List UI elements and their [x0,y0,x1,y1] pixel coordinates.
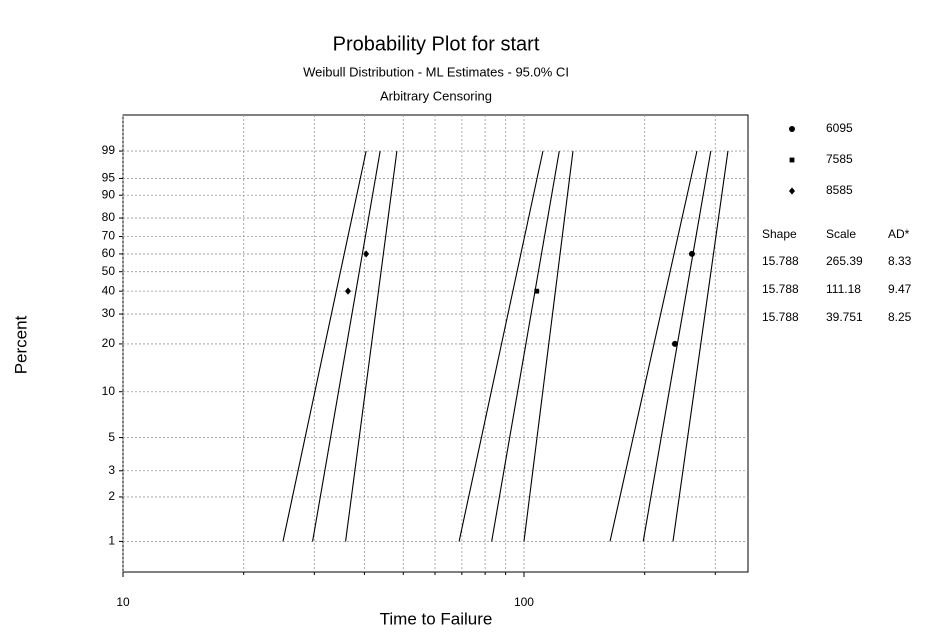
stats-header: Shape [762,227,797,241]
chart-title: Probability Plot for start [333,33,540,55]
stats-cell: 8.33 [888,254,912,268]
stats-cell: 39.751 [826,310,863,324]
y-tick-label: 2 [108,489,115,503]
y-tick-label: 95 [102,171,116,185]
y-tick-label: 80 [102,210,116,224]
stats-cell: 9.47 [888,282,912,296]
y-tick-label: 90 [102,187,116,201]
point [671,340,678,347]
x-tick-label: 10 [116,595,130,609]
ci-line [672,150,729,542]
y-tick-label: 70 [102,229,116,243]
y-tick-label: 50 [102,264,116,278]
stats-header: Scale [826,227,856,241]
x-axis-label: Time to Failure [380,609,493,628]
ci-line [458,150,544,542]
y-tick-label: 3 [108,463,115,477]
chart-subtitle: Arbitrary Censoring [380,88,492,103]
y-tick-label: 5 [108,430,115,444]
point [344,287,351,295]
ci-line [282,150,367,542]
stats-cell: 111.18 [826,282,861,296]
stats-header: AD* [888,227,910,241]
y-tick-label: 20 [102,336,116,350]
ci-line [345,150,398,542]
stats-cell: 265.39 [826,254,863,268]
x-tick-label: 100 [514,595,534,609]
y-tick-label: 40 [102,283,116,297]
fit-line [642,150,712,542]
stats-cell: 15.788 [762,282,799,296]
legend-label: 6095 [826,121,853,135]
point [363,250,370,258]
fit-line [312,150,381,542]
point [534,288,540,294]
y-tick-label: 60 [102,246,116,260]
ci-line [609,150,698,542]
legend-marker [789,126,795,132]
y-axis-label: Percent [11,315,30,374]
stats-cell: 15.788 [762,310,799,324]
stats-cell: 8.25 [888,310,912,324]
legend-label: 7585 [826,152,853,166]
y-tick-label: 10 [102,384,116,398]
point [688,250,695,257]
legend-marker [789,157,795,163]
stats-cell: 15.788 [762,254,799,268]
legend-label: 8585 [826,183,853,197]
y-tick-label: 99 [102,143,116,157]
y-tick-label: 1 [108,534,115,548]
y-tick-label: 30 [102,306,116,320]
fit-line [491,150,560,542]
legend-marker [789,187,795,195]
chart-subtitle: Weibull Distribution - ML Estimates - 95… [303,64,569,79]
ci-line [523,150,574,542]
